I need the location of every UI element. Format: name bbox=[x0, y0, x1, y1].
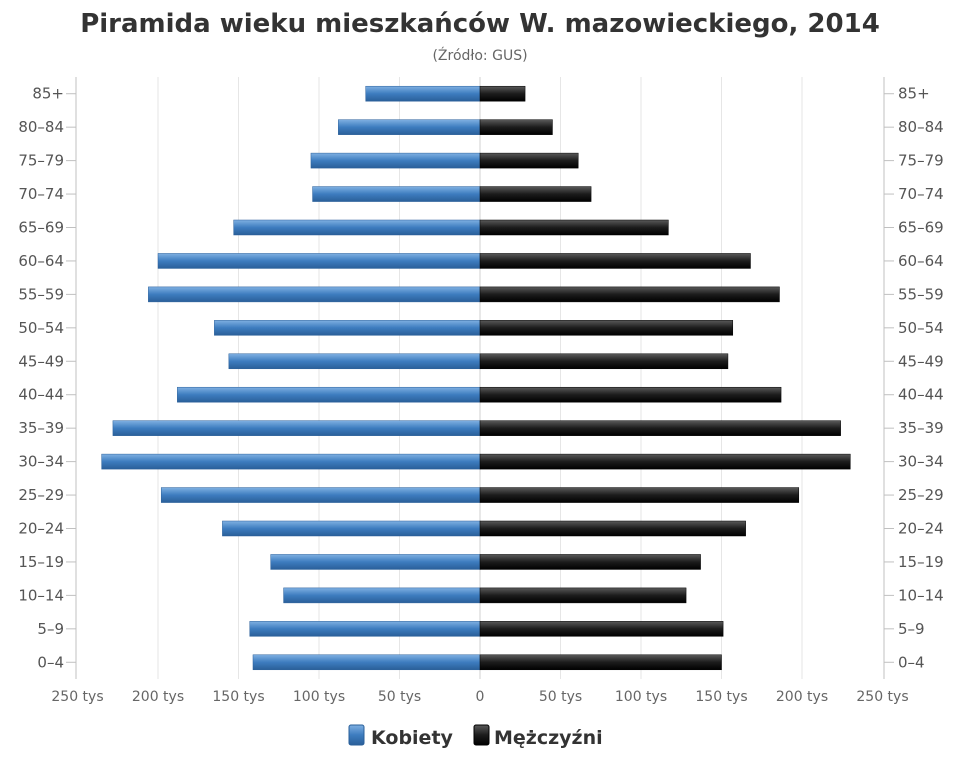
chart-title: Piramida wieku mieszkańców W. mazowiecki… bbox=[80, 9, 880, 39]
bar-kobiety-35-39[interactable] bbox=[112, 420, 481, 436]
bar-mezczyzni-40-44[interactable] bbox=[479, 386, 782, 403]
category-label-right: 80–84 bbox=[898, 118, 944, 136]
category-label-left: 65–69 bbox=[18, 219, 64, 237]
category-label-right: 35–39 bbox=[898, 419, 944, 437]
legend-label-mezczyzni: Mężczyźni bbox=[494, 727, 603, 749]
category-label-right: 5–9 bbox=[898, 620, 925, 638]
legend-label-kobiety: Kobiety bbox=[371, 727, 454, 749]
bar-kobiety-20-24[interactable] bbox=[222, 520, 481, 537]
category-label-left: 60–64 bbox=[18, 252, 64, 270]
legend: Kobiety Mężczyźni bbox=[348, 724, 603, 749]
category-label-left: 80–84 bbox=[18, 118, 64, 136]
bar-mezczyzni-0-4[interactable] bbox=[479, 654, 722, 671]
bar-mezczyzni-35-39[interactable] bbox=[479, 420, 841, 436]
category-label-right: 50–54 bbox=[898, 319, 944, 337]
bar-kobiety-85plus[interactable] bbox=[365, 85, 481, 102]
bar-mezczyzni-45-49[interactable] bbox=[479, 353, 729, 370]
legend-item-mezczyzni[interactable]: Mężczyźni bbox=[473, 724, 603, 749]
bar-kobiety-50-54[interactable] bbox=[214, 320, 481, 336]
x-tick-label: 200 tys bbox=[132, 689, 184, 705]
category-label-right: 40–44 bbox=[898, 386, 944, 404]
legend-swatch-mezczyzni bbox=[473, 724, 490, 746]
legend-swatch-kobiety bbox=[348, 724, 365, 746]
x-tick-label: 150 tys bbox=[695, 689, 747, 705]
category-label-left: 75–79 bbox=[18, 152, 64, 170]
bars bbox=[101, 85, 851, 671]
bar-mezczyzni-50-54[interactable] bbox=[479, 320, 734, 336]
left-category-labels: 0–4 5–9 10–14 15–19 20–24 25–29 30–34 35–39 40–4… bbox=[18, 85, 64, 672]
x-tick-label: 200 tys bbox=[776, 689, 828, 705]
bar-kobiety-60-64[interactable] bbox=[157, 253, 481, 269]
x-tick-label: 50 tys bbox=[539, 689, 582, 705]
bar-kobiety-5-9[interactable] bbox=[249, 621, 481, 637]
x-tick-label: 250 tys bbox=[51, 689, 103, 705]
bar-kobiety-40-44[interactable] bbox=[177, 386, 481, 403]
bar-kobiety-55-59[interactable] bbox=[148, 286, 481, 303]
category-label-left: 50–54 bbox=[18, 319, 64, 337]
category-label-right: 10–14 bbox=[898, 586, 944, 604]
bar-kobiety-80-84[interactable] bbox=[338, 119, 481, 135]
bar-kobiety-30-34[interactable] bbox=[101, 453, 481, 470]
x-tick-label: 100 tys bbox=[615, 689, 667, 705]
category-label-right: 20–24 bbox=[898, 520, 944, 538]
bar-mezczyzni-5-9[interactable] bbox=[479, 621, 724, 637]
category-label-left: 30–34 bbox=[18, 453, 64, 471]
chart-subtitle: (Źródło: GUS) bbox=[432, 46, 527, 64]
category-label-right: 70–74 bbox=[898, 185, 944, 203]
x-tick-label: 100 tys bbox=[293, 689, 345, 705]
right-category-labels: 0–4 5–9 10–14 15–19 20–24 25–29 30–34 35–39 40–4… bbox=[898, 85, 944, 672]
category-label-left: 5–9 bbox=[37, 620, 64, 638]
bar-kobiety-25-29[interactable] bbox=[160, 487, 481, 503]
x-tick-label: 0 bbox=[476, 689, 485, 705]
bar-kobiety-0-4[interactable] bbox=[252, 654, 481, 671]
bar-mezczyzni-70-74[interactable] bbox=[479, 186, 592, 202]
category-label-right: 45–49 bbox=[898, 352, 944, 370]
category-label-left: 45–49 bbox=[18, 352, 64, 370]
bar-kobiety-10-14[interactable] bbox=[283, 587, 481, 604]
category-label-right: 0–4 bbox=[898, 653, 925, 671]
bar-mezczyzni-30-34[interactable] bbox=[479, 453, 851, 470]
bar-mezczyzni-10-14[interactable] bbox=[479, 587, 687, 604]
bar-mezczyzni-25-29[interactable] bbox=[479, 487, 800, 503]
category-label-right: 75–79 bbox=[898, 152, 944, 170]
category-label-right: 65–69 bbox=[898, 219, 944, 237]
bar-kobiety-65-69[interactable] bbox=[233, 219, 481, 236]
category-label-left: 40–44 bbox=[18, 386, 64, 404]
x-tick-label: 250 tys bbox=[856, 689, 908, 705]
bar-mezczyzni-15-19[interactable] bbox=[479, 554, 701, 570]
bar-kobiety-45-49[interactable] bbox=[228, 353, 481, 370]
category-label-right: 25–29 bbox=[898, 486, 944, 504]
category-label-right: 55–59 bbox=[898, 285, 944, 303]
bar-kobiety-70-74[interactable] bbox=[312, 186, 481, 202]
bar-mezczyzni-85plus[interactable] bbox=[479, 85, 526, 102]
bar-mezczyzni-75-79[interactable] bbox=[479, 152, 579, 169]
category-label-right: 15–19 bbox=[898, 553, 944, 571]
x-tick-label: 150 tys bbox=[212, 689, 264, 705]
bar-mezczyzni-55-59[interactable] bbox=[479, 286, 780, 303]
category-label-left: 10–14 bbox=[18, 586, 64, 604]
bar-mezczyzni-20-24[interactable] bbox=[479, 520, 746, 537]
gridlines bbox=[157, 77, 803, 679]
category-label-left: 55–59 bbox=[18, 285, 64, 303]
category-label-right: 85+ bbox=[898, 85, 930, 103]
bar-kobiety-15-19[interactable] bbox=[270, 554, 481, 570]
category-label-left: 20–24 bbox=[18, 520, 64, 538]
category-label-left: 85+ bbox=[32, 85, 64, 103]
bar-kobiety-75-79[interactable] bbox=[310, 152, 481, 169]
axes bbox=[66, 77, 894, 679]
category-label-right: 30–34 bbox=[898, 453, 944, 471]
bar-mezczyzni-60-64[interactable] bbox=[479, 253, 751, 269]
category-label-left: 25–29 bbox=[18, 486, 64, 504]
category-label-right: 60–64 bbox=[898, 252, 944, 270]
category-label-left: 35–39 bbox=[18, 419, 64, 437]
bar-mezczyzni-65-69[interactable] bbox=[479, 219, 669, 236]
legend-item-kobiety[interactable]: Kobiety bbox=[348, 724, 454, 749]
x-tick-labels: 250 tys 200 tys 150 tys 100 tys 50 tys 0 50 ty… bbox=[51, 689, 908, 705]
category-label-left: 0–4 bbox=[37, 653, 64, 671]
category-label-left: 15–19 bbox=[18, 553, 64, 571]
bar-mezczyzni-80-84[interactable] bbox=[479, 119, 553, 135]
category-label-left: 70–74 bbox=[18, 185, 64, 203]
x-tick-label: 50 tys bbox=[378, 689, 421, 705]
